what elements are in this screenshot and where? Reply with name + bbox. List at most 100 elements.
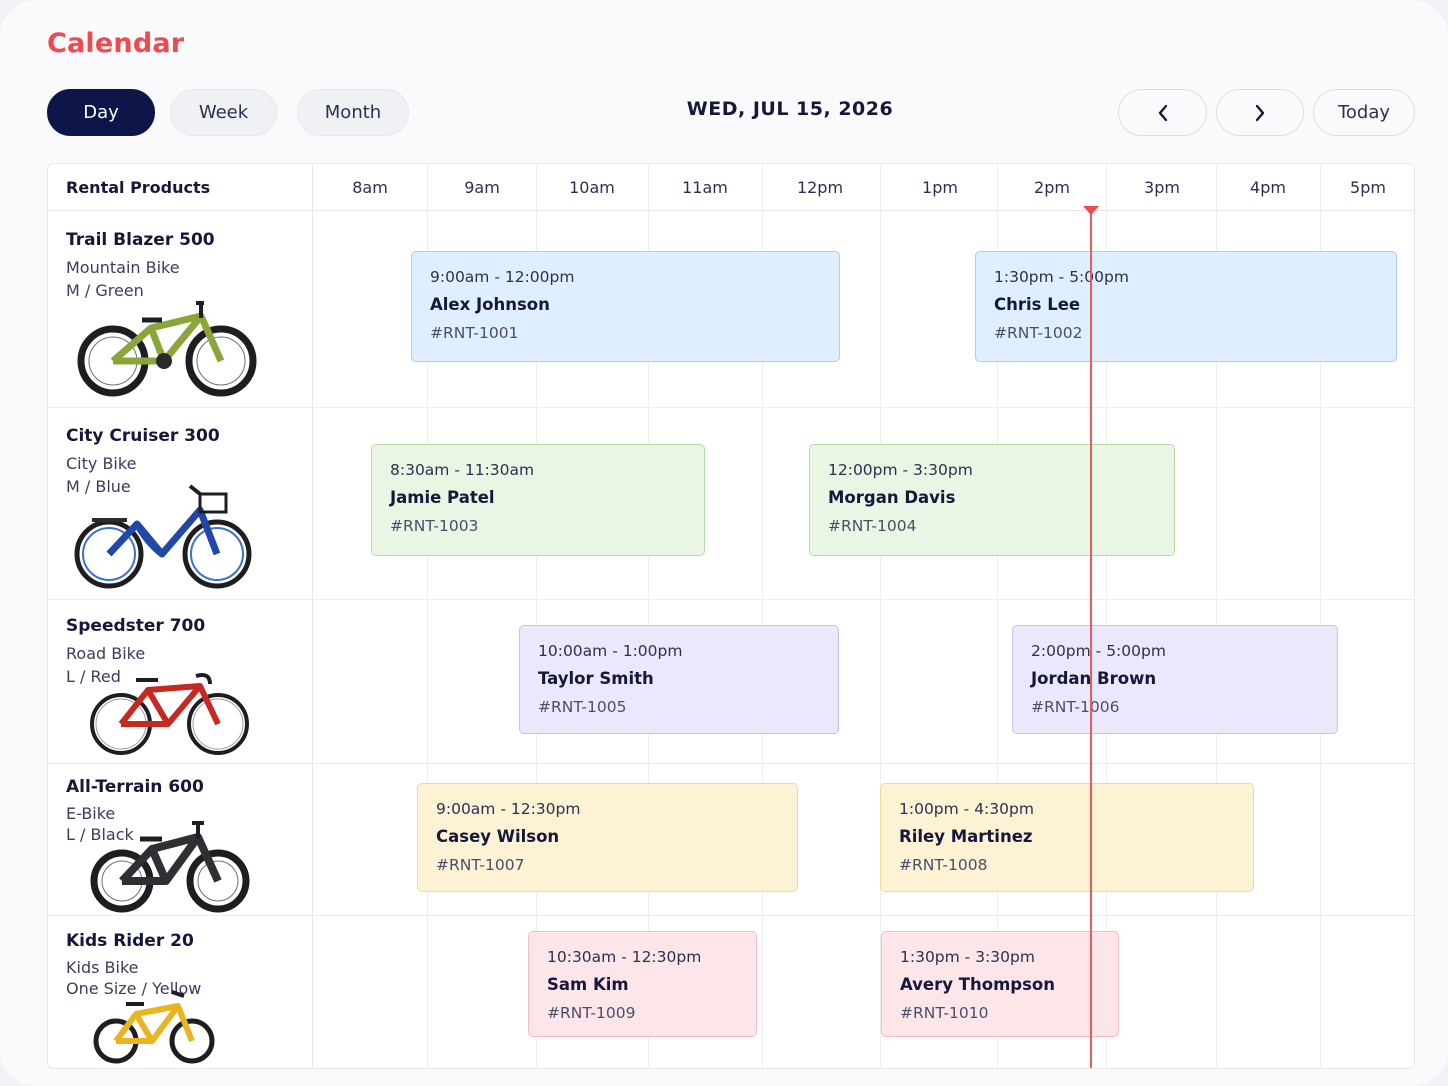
booking-customer: Avery Thompson <box>900 975 1056 994</box>
header-divider <box>48 210 1414 211</box>
kids-bike-icon <box>93 990 215 1064</box>
hour-label: 3pm <box>1144 178 1180 197</box>
hour-label: 1pm <box>922 178 958 197</box>
product-variant: L / Black <box>66 825 134 844</box>
chevron-left-icon <box>1158 104 1167 121</box>
booking-id: #RNT-1007 <box>436 856 525 874</box>
booking-card[interactable]: 9:00am - 12:30pm Casey Wilson #RNT-1007 <box>417 783 798 892</box>
booking-customer: Taylor Smith <box>538 669 654 688</box>
road-bike-icon <box>90 673 249 755</box>
booking-id: #RNT-1010 <box>900 1004 989 1022</box>
booking-card[interactable]: 2:00pm - 5:00pm Jordan Brown #RNT-1006 <box>1012 625 1338 734</box>
today-button[interactable]: Today <box>1313 89 1415 136</box>
grid-line <box>1216 164 1217 1068</box>
product-type: Road Bike <box>66 644 146 663</box>
hour-label: 11am <box>682 178 728 197</box>
product-name: All-Terrain 600 <box>66 777 204 797</box>
product-type: Kids Bike <box>66 958 139 977</box>
current-time-marker <box>1083 206 1099 215</box>
schedule-grid: Rental Products 8am 9am 10am 11am 12pm 1… <box>47 163 1415 1069</box>
hour-label: 2pm <box>1034 178 1070 197</box>
booking-time: 1:30pm - 5:00pm <box>994 268 1129 286</box>
prev-day-button[interactable] <box>1118 89 1207 136</box>
current-time-line <box>1090 210 1092 1068</box>
hour-label: 8am <box>352 178 388 197</box>
hour-label: 5pm <box>1350 178 1386 197</box>
booking-customer: Casey Wilson <box>436 827 560 846</box>
booking-customer: Jamie Patel <box>390 488 495 507</box>
booking-time: 9:00am - 12:30pm <box>436 800 581 818</box>
product-name: Kids Rider 20 <box>66 931 194 951</box>
booking-id: #RNT-1001 <box>430 324 519 342</box>
hour-label: 10am <box>569 178 615 197</box>
city-bike-icon <box>74 484 252 589</box>
booking-card[interactable]: 10:00am - 1:00pm Taylor Smith #RNT-1005 <box>519 625 839 734</box>
row-divider <box>48 763 1414 764</box>
grid-line <box>427 164 428 1068</box>
hour-label: 4pm <box>1250 178 1286 197</box>
page-title: Calendar <box>47 28 185 59</box>
column-header-products: Rental Products <box>66 178 211 197</box>
booking-time: 12:00pm - 3:30pm <box>828 461 973 479</box>
booking-customer: Morgan Davis <box>828 488 956 507</box>
row-divider <box>48 599 1414 600</box>
view-day-button[interactable]: Day <box>47 89 155 136</box>
product-type: E-Bike <box>66 804 116 823</box>
product-variant: L / Red <box>66 667 121 686</box>
grid-divider <box>312 164 313 1068</box>
booking-id: #RNT-1005 <box>538 698 627 716</box>
booking-customer: Chris Lee <box>994 295 1081 314</box>
hour-label: 12pm <box>796 178 844 197</box>
booking-customer: Alex Johnson <box>430 295 550 314</box>
booking-id: #RNT-1009 <box>547 1004 636 1022</box>
booking-card[interactable]: 1:30pm - 3:30pm Avery Thompson #RNT-1010 <box>881 931 1119 1037</box>
booking-time: 9:00am - 12:00pm <box>430 268 575 286</box>
product-name: Speedster 700 <box>66 616 206 636</box>
next-day-button[interactable] <box>1216 89 1304 136</box>
booking-customer: Jordan Brown <box>1031 669 1157 688</box>
row-divider <box>48 915 1414 916</box>
product-city-cruiser: City Cruiser 300 City Bike M / Blue <box>66 426 220 498</box>
booking-time: 1:00pm - 4:30pm <box>899 800 1034 818</box>
grid-line <box>1106 164 1107 1068</box>
grid-line <box>648 164 649 1068</box>
booking-time: 8:30am - 11:30am <box>390 461 535 479</box>
e-bike-icon <box>90 821 250 913</box>
booking-card[interactable]: 9:00am - 12:00pm Alex Johnson #RNT-1001 <box>411 251 840 362</box>
product-variant: M / Blue <box>66 477 131 496</box>
product-kids-rider: Kids Rider 20 Kids Bike One Size / Yello… <box>66 931 201 999</box>
product-speedster: Speedster 700 Road Bike L / Red <box>66 616 205 688</box>
view-week-button[interactable]: Week <box>170 89 277 136</box>
product-name: Trail Blazer 500 <box>66 230 215 250</box>
booking-time: 1:30pm - 3:30pm <box>900 948 1035 966</box>
booking-id: #RNT-1003 <box>390 517 479 535</box>
grid-line <box>536 164 537 1068</box>
product-variant: One Size / Yellow <box>66 979 202 998</box>
grid-line <box>880 164 881 1068</box>
booking-id: #RNT-1004 <box>828 517 917 535</box>
grid-line <box>762 164 763 1068</box>
booking-card[interactable]: 10:30am - 12:30pm Sam Kim #RNT-1009 <box>528 931 757 1037</box>
booking-time: 10:00am - 1:00pm <box>538 642 683 660</box>
product-trail-blazer: Trail Blazer 500 Mountain Bike M / Green <box>66 230 215 302</box>
booking-time: 2:00pm - 5:00pm <box>1031 642 1166 660</box>
product-name: City Cruiser 300 <box>66 426 220 446</box>
booking-time: 10:30am - 12:30pm <box>547 948 702 966</box>
booking-card[interactable]: 12:00pm - 3:30pm Morgan Davis #RNT-1004 <box>809 444 1175 556</box>
current-date-label: WED, JUL 15, 2026 <box>686 98 894 120</box>
booking-customer: Riley Martinez <box>899 827 1033 846</box>
grid-line <box>997 164 998 1068</box>
hour-label: 9am <box>464 178 500 197</box>
booking-card[interactable]: 1:30pm - 5:00pm Chris Lee #RNT-1002 <box>975 251 1397 362</box>
booking-id: #RNT-1006 <box>1031 698 1120 716</box>
booking-card[interactable]: 1:00pm - 4:30pm Riley Martinez #RNT-1008 <box>880 783 1254 892</box>
grid-line <box>1320 164 1321 1068</box>
view-month-button[interactable]: Month <box>297 89 409 136</box>
product-all-terrain: All-Terrain 600 E-Bike L / Black <box>66 777 204 845</box>
booking-card[interactable]: 8:30am - 11:30am Jamie Patel #RNT-1003 <box>371 444 705 556</box>
chevron-right-icon <box>1255 104 1265 121</box>
product-type: City Bike <box>66 454 137 473</box>
booking-id: #RNT-1008 <box>899 856 988 874</box>
booking-id: #RNT-1002 <box>994 324 1083 342</box>
